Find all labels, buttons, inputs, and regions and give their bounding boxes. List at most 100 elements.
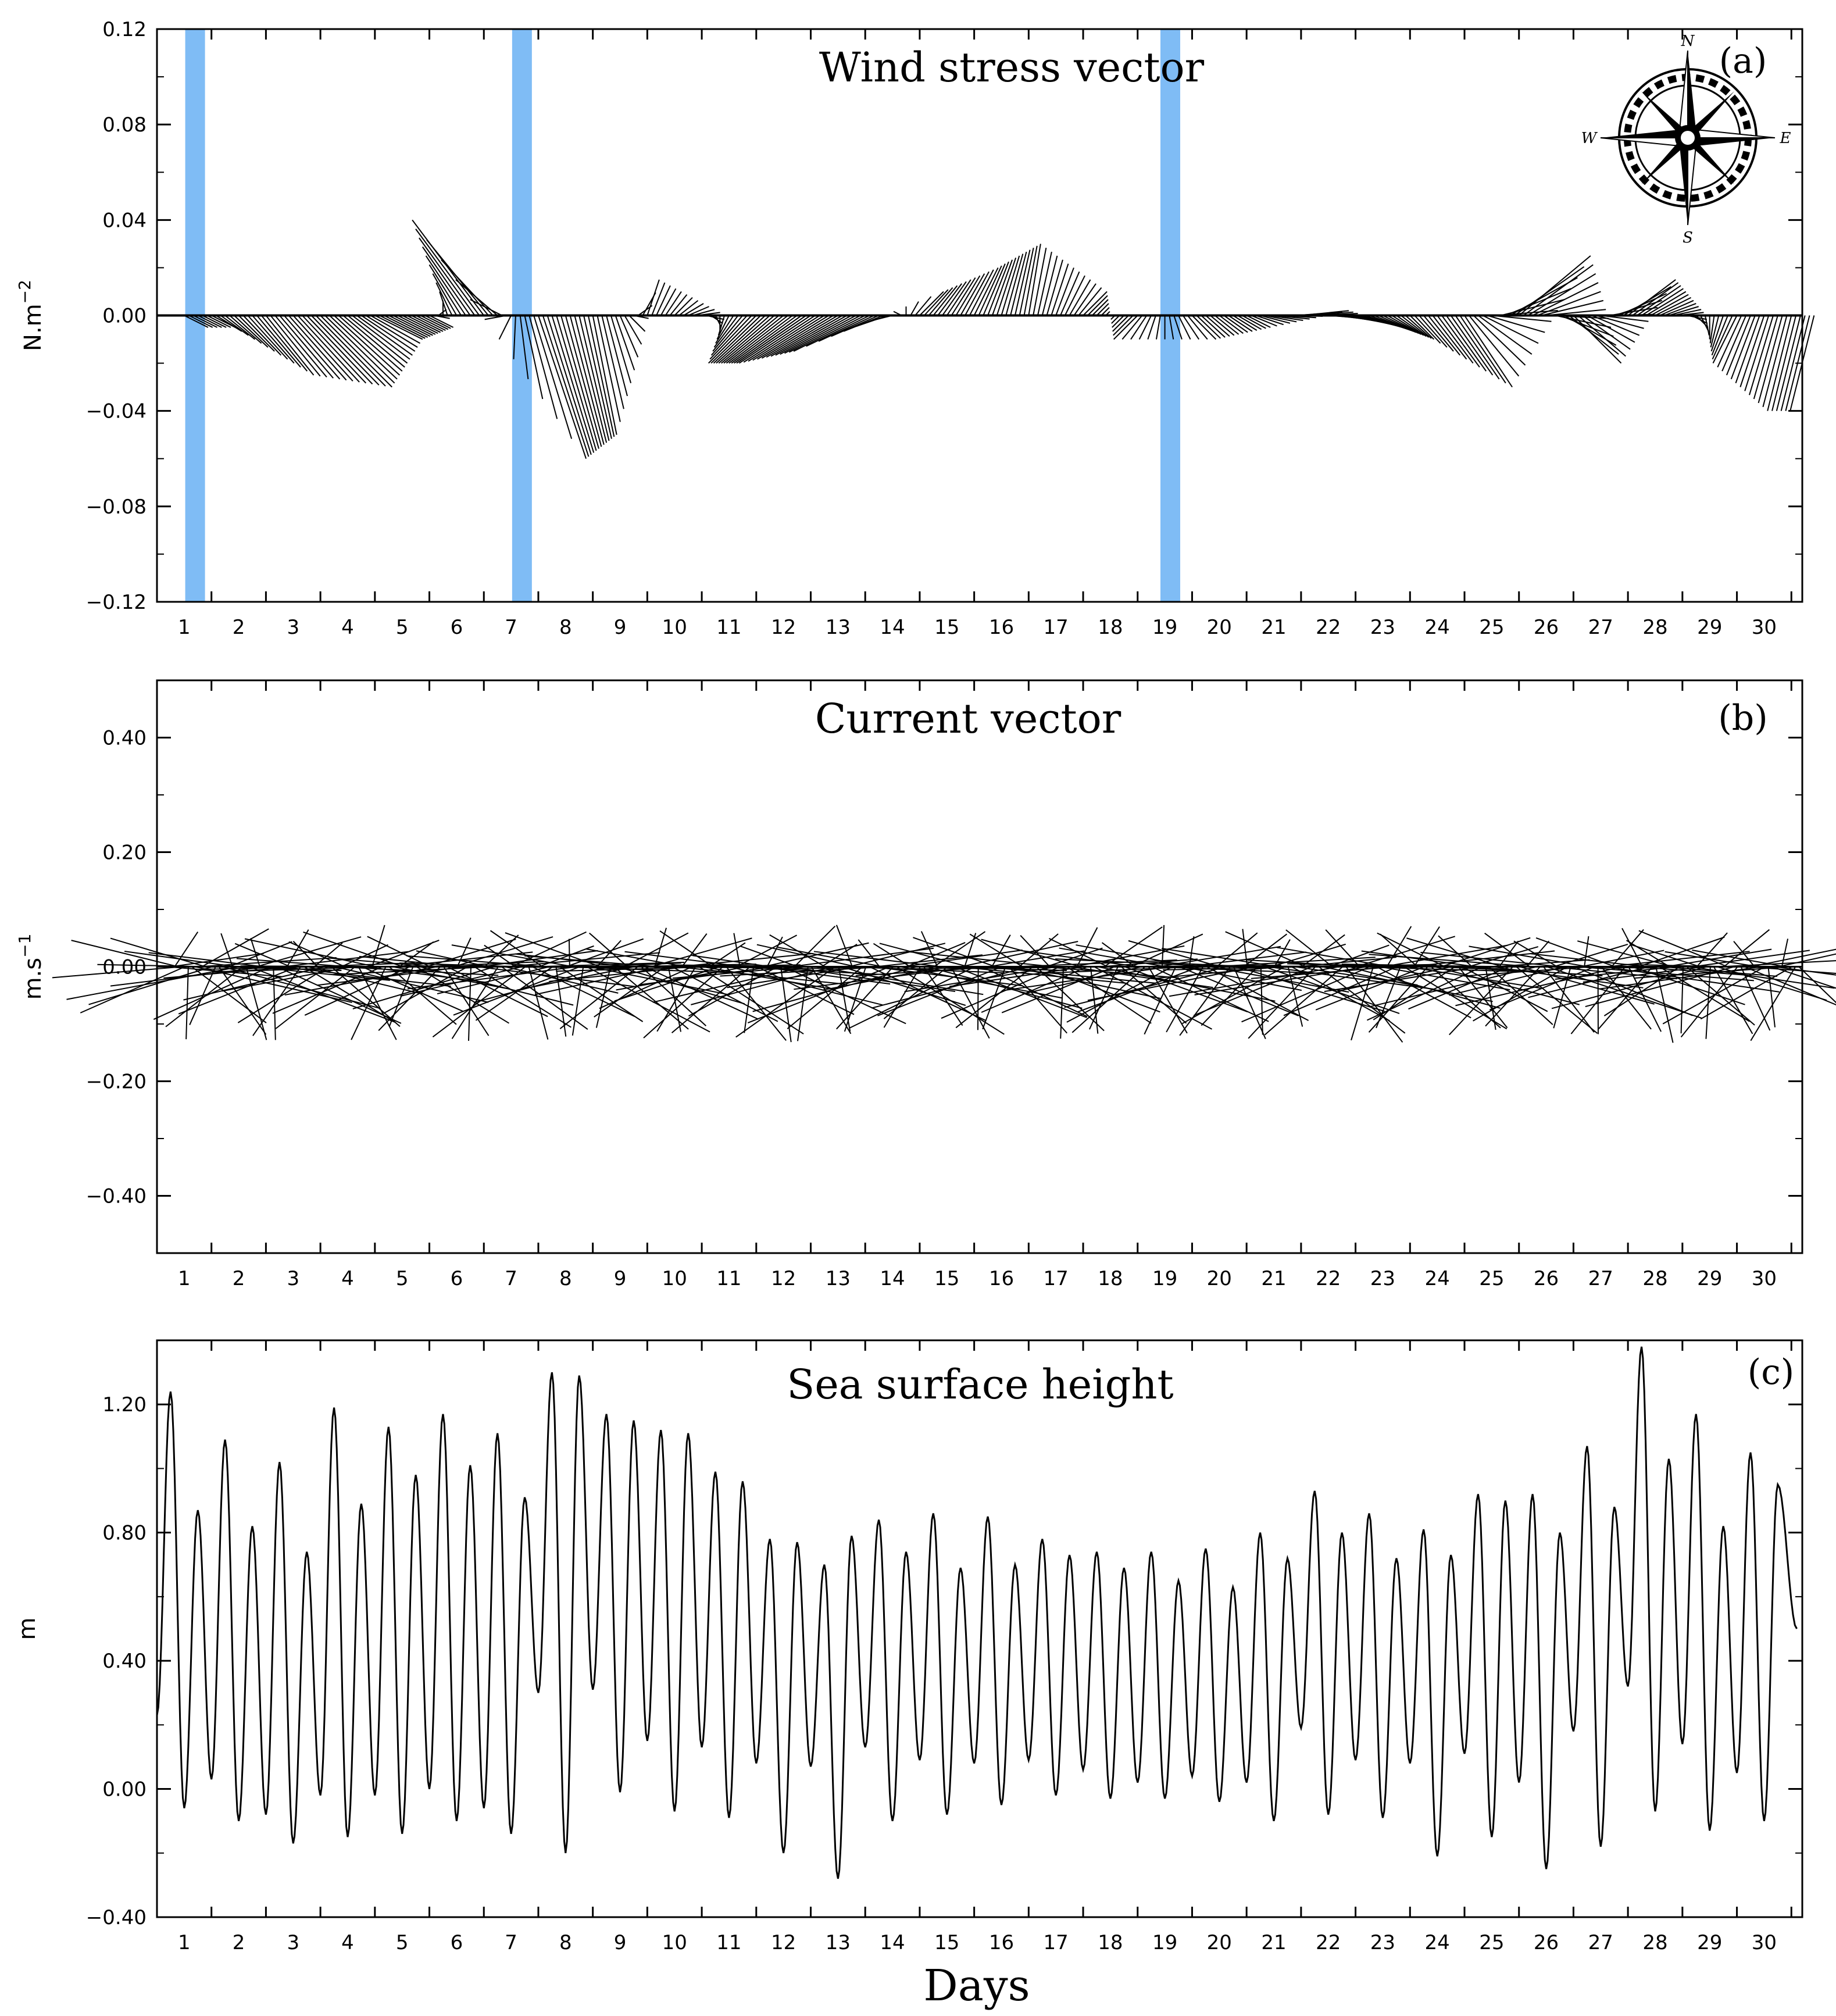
current-stick <box>1301 934 1345 968</box>
wind-stick <box>910 301 919 316</box>
current-stick <box>1717 966 1827 1001</box>
current-stick <box>913 937 996 968</box>
x-tick-label: 24 <box>1425 616 1450 639</box>
wind-stick <box>288 315 347 381</box>
x-tick-label: 17 <box>1044 616 1069 639</box>
current-stick <box>1337 966 1452 992</box>
current-stick <box>432 966 526 1038</box>
current-vectors <box>52 925 1836 1043</box>
x-tick-label: 13 <box>826 616 851 639</box>
x-tick-label: 18 <box>1098 616 1123 639</box>
x-tick-label: 3 <box>287 1267 299 1290</box>
current-stick <box>66 966 240 1000</box>
current-stick <box>949 966 1084 987</box>
x-tick-label: 10 <box>662 1267 687 1290</box>
wind-stick <box>569 315 605 445</box>
current-stick <box>810 966 852 1034</box>
current-stick <box>1386 926 1412 968</box>
current-stick <box>1345 966 1403 1043</box>
current-stick <box>218 966 267 1035</box>
x-tick-label: 16 <box>989 1267 1014 1290</box>
x-tick-label: 16 <box>989 1931 1014 1954</box>
current-stick <box>1583 966 1704 983</box>
y-tick-label: 0.40 <box>102 1650 147 1673</box>
x-tick-label: 20 <box>1207 616 1232 639</box>
x-axis-label: Days <box>923 1961 1030 2011</box>
x-tick-label: 15 <box>934 616 959 639</box>
current-stick <box>1361 950 1476 968</box>
current-stick <box>678 952 814 968</box>
wind-stick <box>738 315 812 364</box>
current-stick <box>1555 966 1677 980</box>
wind-stick <box>1228 315 1253 332</box>
current-stick <box>1449 966 1513 1036</box>
wind-stick <box>1101 307 1110 316</box>
wind-stick <box>1023 245 1038 316</box>
current-stick <box>1526 940 1550 968</box>
wind-stick <box>1726 315 1751 376</box>
current-stick <box>367 936 431 968</box>
wind-stick <box>1632 282 1679 316</box>
current-stick <box>1324 966 1479 993</box>
wind-stick <box>1591 315 1640 336</box>
wind-stick <box>1083 291 1108 316</box>
wind-stick <box>710 315 762 364</box>
panel-title-c: Sea surface height <box>787 1361 1173 1408</box>
wind-stick <box>1445 315 1487 372</box>
wind-stick <box>1582 315 1631 350</box>
current-stick <box>148 952 263 968</box>
y-unit-exp-b: −1 <box>15 934 34 958</box>
current-stick <box>1055 958 1224 968</box>
wind-stick <box>1391 315 1424 336</box>
current-stick <box>1630 944 1701 968</box>
wind-stick <box>528 315 558 419</box>
wind-stick <box>415 315 446 331</box>
current-stick <box>1420 951 1561 968</box>
x-tick-label: 1 <box>178 616 191 639</box>
current-stick <box>1161 947 1278 968</box>
wind-stick <box>206 315 231 328</box>
current-stick <box>1720 960 1836 968</box>
current-stick <box>858 939 880 968</box>
current-stick <box>333 966 492 976</box>
wind-stick <box>780 315 852 355</box>
wind-stick <box>933 285 958 316</box>
wind-stick <box>951 277 976 316</box>
wind-stick <box>292 315 353 382</box>
wind-stick <box>546 315 592 455</box>
wind-stick <box>1196 315 1221 339</box>
current-stick <box>1023 950 1139 968</box>
x-tick-label: 23 <box>1370 616 1395 639</box>
wind-stick <box>757 315 830 360</box>
wind-stick <box>315 315 386 387</box>
current-stick <box>954 966 1087 1018</box>
current-stick <box>1662 966 1766 1025</box>
wind-stick <box>1214 315 1240 335</box>
current-stick <box>362 966 464 1012</box>
current-stick <box>586 966 710 1033</box>
current-stick <box>941 966 1060 1019</box>
x-tick-label: 8 <box>559 616 572 639</box>
wind-stick <box>1780 315 1806 411</box>
x-tick-label: 7 <box>505 616 517 639</box>
wind-stick <box>1405 315 1432 339</box>
compass-north: N <box>1681 33 1695 50</box>
wind-stick <box>320 315 392 388</box>
current-stick <box>1242 929 1248 967</box>
wind-stick <box>538 315 587 459</box>
current-stick <box>624 932 689 968</box>
current-stick <box>531 966 635 1017</box>
current-stick <box>691 966 833 1005</box>
current-stick <box>511 931 587 968</box>
wind-stick <box>1749 315 1774 395</box>
wind-stick <box>435 282 453 316</box>
wind-stick <box>1260 315 1291 324</box>
current-stick <box>1495 959 1590 968</box>
current-stick <box>1696 932 1728 968</box>
current-stick <box>1267 966 1434 990</box>
current-stick <box>589 932 628 968</box>
x-tick-label: 6 <box>451 616 463 639</box>
current-stick <box>1455 966 1622 1007</box>
wind-stick <box>619 315 639 358</box>
current-stick <box>1318 966 1406 1034</box>
